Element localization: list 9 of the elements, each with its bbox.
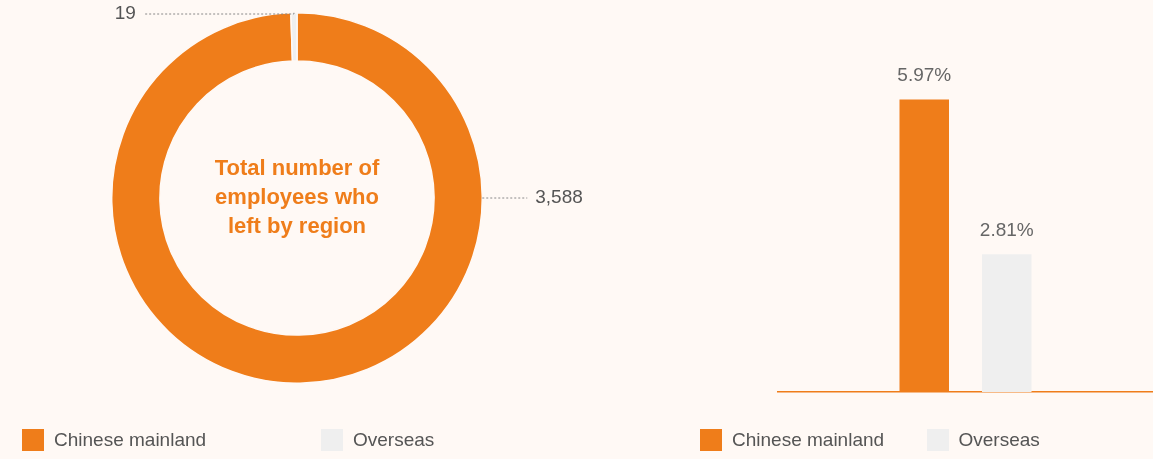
text: Total number of employees who left by region	[214, 155, 380, 239]
data-label: 2.81%	[979, 219, 1034, 241]
legend-label: Chinese mainland	[732, 428, 885, 451]
legend-label: Overseas	[958, 428, 1040, 451]
legend-label: Overseas	[353, 428, 435, 451]
data-label: 3,588	[535, 186, 583, 208]
data-label: 19	[114, 2, 136, 24]
data-label: 5.97%	[897, 64, 952, 86]
legend-label: Chinese mainland	[54, 428, 207, 451]
